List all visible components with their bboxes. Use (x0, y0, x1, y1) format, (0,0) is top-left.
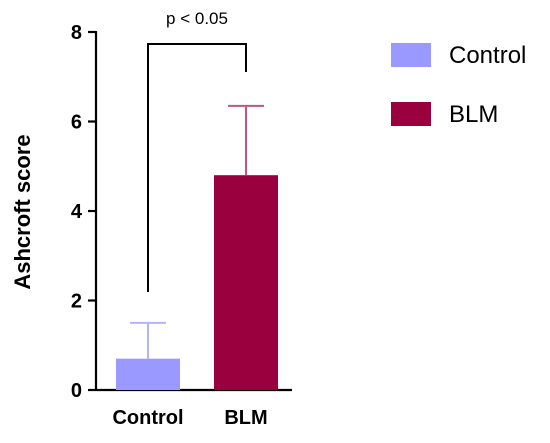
y-tick-label: 6 (71, 112, 82, 134)
legend-item-control: Control (391, 42, 526, 69)
y-axis-label: Ashcroft score (10, 134, 35, 289)
legend-swatch (391, 43, 431, 67)
x-tick-labels: Control BLM (112, 407, 267, 429)
significance-bracket: p < 0.05 (147, 9, 247, 292)
y-tick-label: 8 (71, 22, 82, 44)
y-tick-label: 2 (71, 291, 82, 313)
x-tick-label-blm: BLM (224, 407, 267, 429)
bar-blm (214, 175, 278, 390)
error-bar-blm (228, 104, 264, 176)
y-ticks: 0 2 4 6 8 (71, 22, 96, 402)
y-tick-label: 0 (71, 380, 82, 402)
p-value-annotation: p < 0.05 (166, 9, 228, 28)
legend-label: BLM (449, 101, 498, 128)
legend-label: Control (449, 42, 526, 69)
y-tick-label: 4 (71, 201, 83, 223)
significance-bracket-line (147, 43, 247, 292)
bar-control (116, 358, 180, 390)
bars (116, 104, 278, 390)
error-bar-control (130, 321, 166, 359)
x-tick-label-control: Control (112, 407, 183, 429)
legend-item-blm: BLM (391, 101, 498, 128)
legend-swatch (391, 102, 431, 126)
legend: Control BLM (391, 42, 526, 128)
